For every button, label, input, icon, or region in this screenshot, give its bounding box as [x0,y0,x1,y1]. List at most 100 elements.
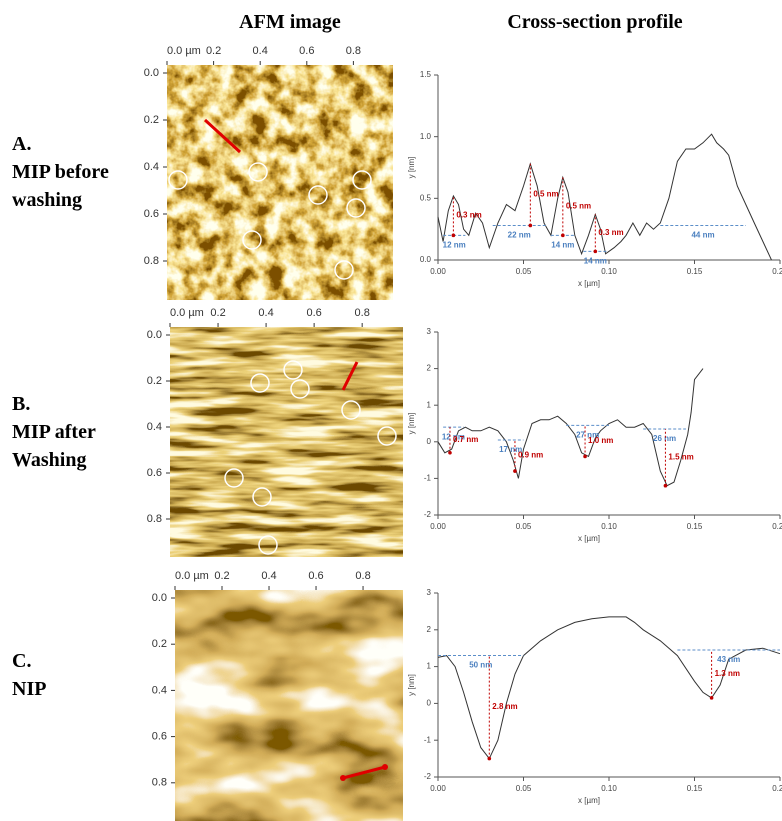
marker-circle [248,162,268,182]
marker-circle [290,379,310,399]
y-tick-label: 0.2 [144,114,159,126]
y-tick-label: 2 [427,625,432,634]
row-label: washing [12,189,82,211]
row-label: NIP [12,678,46,700]
width-label: 12 nm [443,240,466,249]
y-tick-label: 0.6 [144,208,159,220]
profile-end [340,775,346,781]
x-tick-label: 0.05 [516,784,532,793]
row-label: B. [12,393,30,415]
marker-circle [224,468,244,488]
profile-line [203,118,242,154]
x-tick-label: 0.05 [516,522,532,531]
marker-circle [168,170,188,190]
row-label: MIP before [12,161,109,183]
column-title: Cross-section profile [507,11,682,33]
x-axis-label: x [µm] [578,796,600,805]
y-tick-label: 1.5 [420,70,432,79]
y-tick-label: 0 [427,699,432,708]
y-tick-label: -1 [424,474,432,483]
depth-point [528,223,533,228]
depth-label: 0.7 nm [453,435,478,444]
y-axis-label: y [nm] [407,157,416,179]
x-tick-label: 0.8 [355,307,370,319]
x-tick-label: 0.8 [355,570,370,582]
x-tick-label: 0.2 [206,45,221,57]
x-tick-label: 0.20 [772,522,782,531]
afm-image [167,65,393,300]
y-tick-label: 0.4 [152,684,167,696]
depth-point [593,249,598,254]
x-tick-label: 0.15 [687,267,703,276]
x-tick-label: 0.00 [430,784,446,793]
x-tick-label: 0.10 [601,267,617,276]
width-label: 12 nm [442,432,465,441]
depth-point [561,233,565,238]
marker-circle [258,535,278,555]
x-axis-label: x [µm] [578,279,600,288]
width-label: 17 nm [499,445,522,454]
depth-label: 2.8 nm [492,702,517,711]
depth-point [513,469,517,473]
marker-circle [252,487,272,507]
depth-label: 0.5 nm [533,190,558,199]
y-tick-label: -1 [424,735,432,744]
marker-circle [283,360,303,380]
x-tick-label: 0.00 [430,522,446,531]
x-tick-label: 0.6 [299,45,314,57]
y-tick-label: 0.4 [147,421,162,433]
y-tick-label: 1.0 [420,132,432,141]
width-label: 14 nm [551,240,574,249]
depth-point [448,450,452,455]
x-tick-label: 0.05 [516,267,532,276]
row-label: A. [12,133,31,155]
depth-point [583,454,587,459]
x-tick-label: 0.15 [687,784,703,793]
y-tick-label: 0.0 [147,329,162,341]
profile-curve [437,133,772,261]
y-tick-label: 0 [427,437,432,446]
y-tick-label: 0.0 [144,67,159,79]
marker-circle [250,373,270,393]
depth-label: 0.3 nm [598,228,623,237]
column-title: AFM image [239,11,341,33]
width-label: 27 nm [576,430,599,439]
x-tick-label: 0.10 [601,784,617,793]
x-tick-label: 0.4 [261,570,276,582]
x-tick-label: 0.20 [772,784,782,793]
x-tick-label: 0.2 [214,570,229,582]
width-label: 26 nm [653,434,676,443]
width-label: 50 nm [469,661,492,670]
x-tick-label: 0.0 µm [167,45,201,57]
x-tick-label: 0.15 [687,522,703,531]
x-tick-label: 0.4 [253,45,268,57]
depth-label: 0.9 nm [518,451,543,460]
depth-label: 1.0 nm [588,436,613,445]
y-tick-label: 3 [427,327,432,336]
x-tick-label: 0.2 [210,307,225,319]
depth-point [663,483,668,488]
x-tick-label: 0.20 [772,267,782,276]
width-label: 44 nm [691,231,714,240]
row-label: Washing [12,449,86,471]
width-label: 43 nm [717,655,740,664]
y-tick-label: 2 [427,364,432,373]
y-tick-label: 0.0 [152,592,167,604]
marker-circle [341,400,361,420]
y-tick-label: 0.4 [144,161,159,173]
depth-point [451,233,456,238]
width-label: 14 nm [584,256,607,265]
y-tick-label: -2 [424,772,432,781]
y-tick-label: 0.8 [144,255,159,267]
depth-point [709,696,714,700]
depth-label: 1.3 nm [715,669,740,678]
y-tick-label: 1 [427,662,432,671]
x-tick-label: 0.8 [346,45,361,57]
row-label: C. [12,650,31,672]
y-tick-label: 3 [427,588,432,597]
x-tick-label: 0.6 [308,570,323,582]
y-tick-label: 0.6 [152,731,167,743]
marker-circle [377,426,397,446]
y-tick-label: 0.8 [147,513,162,525]
width-label: 22 nm [508,231,531,240]
